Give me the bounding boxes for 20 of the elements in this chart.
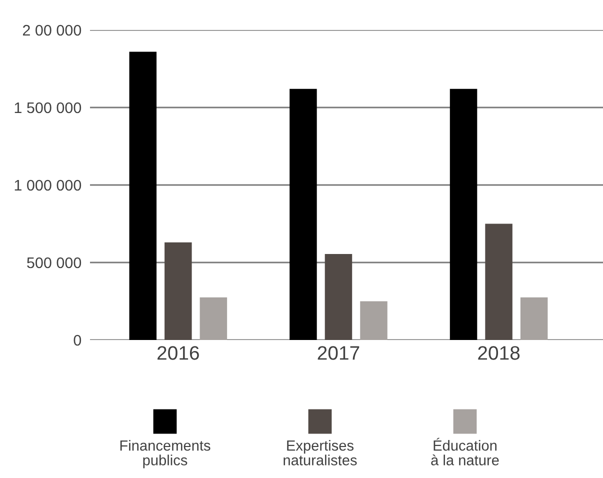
y-tick-label: 0 xyxy=(74,334,82,346)
bar xyxy=(164,242,192,340)
bar xyxy=(450,88,478,340)
y-tick-label: 2 00 000 xyxy=(22,24,82,36)
y-tick-label: 1 500 000 xyxy=(14,102,82,114)
bar xyxy=(290,88,317,340)
y-tick-label: 500 000 xyxy=(27,257,82,268)
legend-label: Financements publics xyxy=(120,440,210,468)
bar xyxy=(129,52,157,340)
bar xyxy=(520,297,548,340)
bar xyxy=(360,301,388,340)
y-tick-label: 1 000 000 xyxy=(14,180,82,191)
bar xyxy=(485,224,512,340)
legend-label: Expertises naturalistes xyxy=(284,440,357,466)
x-tick-label: 2017 xyxy=(318,346,360,360)
x-tick-label: 2018 xyxy=(478,346,520,360)
bar xyxy=(324,254,352,340)
legend-label: Éducation à la nature xyxy=(431,438,499,466)
x-tick-label: 2016 xyxy=(158,346,199,360)
bar xyxy=(200,297,228,340)
